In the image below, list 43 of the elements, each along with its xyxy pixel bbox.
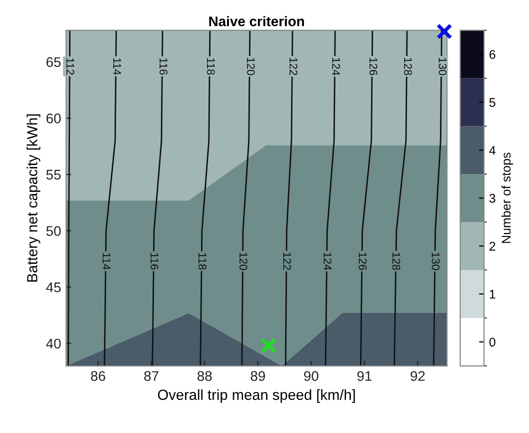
annotation: 130 — [438, 58, 447, 76]
y-tick-label: 50 — [46, 226, 61, 236]
annotation: 126 — [369, 58, 378, 76]
y-tick-label: 65 — [46, 57, 61, 68]
annotation: 120 — [239, 252, 248, 270]
color-bar-title: Number of stops — [501, 152, 514, 243]
annotation: 124 — [332, 58, 340, 76]
color-bar-label: 1 — [490, 290, 496, 299]
chart-title: Naive criterion — [209, 16, 304, 26]
y-tick-label: 60 — [46, 113, 61, 124]
annotation: 124 — [324, 252, 332, 270]
x-tick-label: 90 — [304, 371, 318, 381]
color-bar-label: 6 — [490, 50, 496, 59]
x-tick-label: 86 — [90, 371, 106, 381]
y-axis-title: Battery net capacity [kWh] — [26, 114, 40, 282]
annotation: 116 — [150, 253, 158, 270]
annotation: 118 — [198, 253, 206, 270]
annotation: 118 — [206, 58, 215, 75]
annotation: 122 — [290, 58, 298, 76]
annotation: 114 — [102, 253, 110, 270]
x-axis-title: Overall trip mean speed [km/h] — [158, 389, 355, 403]
annotation: 120 — [246, 58, 255, 76]
x-tick-label: 91 — [357, 371, 372, 381]
color-bar-label: 3 — [489, 194, 496, 203]
x-tick-label: 89 — [250, 371, 265, 381]
x-tick-label: 88 — [198, 371, 212, 381]
color-bar-label: 2 — [490, 242, 496, 251]
annotation: 122 — [283, 252, 292, 270]
color-bar-label: 0 — [489, 338, 496, 347]
annotation: 126 — [358, 252, 367, 270]
y-tick-label: 45 — [46, 282, 61, 292]
y-tick-label: 40 — [46, 338, 61, 349]
annotation: 116 — [160, 58, 168, 75]
color-bar-label: 5 — [489, 98, 496, 107]
x-tick-label: 92 — [410, 371, 425, 381]
annotation: 128 — [392, 252, 400, 270]
annotation: 114 — [113, 58, 121, 75]
y-tick-label: 55 — [46, 170, 61, 180]
annotation: 128 — [404, 58, 412, 76]
annotation: 112 — [66, 58, 74, 75]
x-tick-label: 87 — [144, 371, 158, 381]
annotation: 130 — [432, 252, 440, 270]
color-bar-label: 4 — [489, 146, 496, 155]
